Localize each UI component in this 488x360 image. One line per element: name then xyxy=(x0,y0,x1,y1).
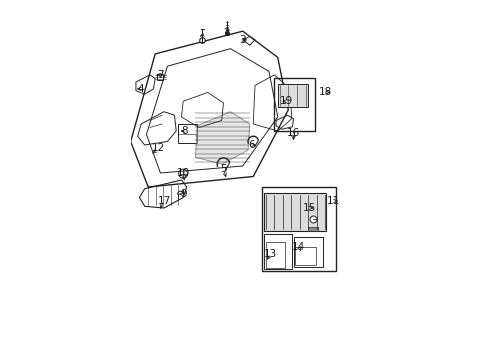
Text: 2: 2 xyxy=(223,28,230,38)
Text: 17: 17 xyxy=(157,196,170,206)
Text: 12: 12 xyxy=(152,144,165,153)
Text: 14: 14 xyxy=(291,242,305,252)
Bar xyxy=(263,234,291,269)
Bar xyxy=(295,247,315,265)
Polygon shape xyxy=(195,112,249,164)
Bar xyxy=(307,226,317,231)
Text: 3: 3 xyxy=(239,35,245,45)
Text: 6: 6 xyxy=(248,140,254,150)
Text: 4: 4 xyxy=(138,84,144,94)
Bar xyxy=(178,124,197,143)
Text: 5: 5 xyxy=(220,165,226,175)
Bar xyxy=(263,193,325,231)
Text: 11: 11 xyxy=(326,196,340,206)
Text: 15: 15 xyxy=(302,203,315,213)
Text: 1: 1 xyxy=(199,35,205,45)
Text: 8: 8 xyxy=(181,126,188,136)
Text: 9: 9 xyxy=(180,189,186,199)
Text: 19: 19 xyxy=(279,96,292,106)
Bar xyxy=(265,242,285,267)
Text: 13: 13 xyxy=(264,248,277,258)
Text: 10: 10 xyxy=(176,168,189,178)
Bar xyxy=(262,187,335,271)
Text: 16: 16 xyxy=(286,128,300,138)
Text: 18: 18 xyxy=(318,87,331,98)
Bar xyxy=(277,84,307,107)
Text: 7: 7 xyxy=(157,70,163,80)
Bar xyxy=(274,78,314,131)
Bar xyxy=(293,238,322,267)
